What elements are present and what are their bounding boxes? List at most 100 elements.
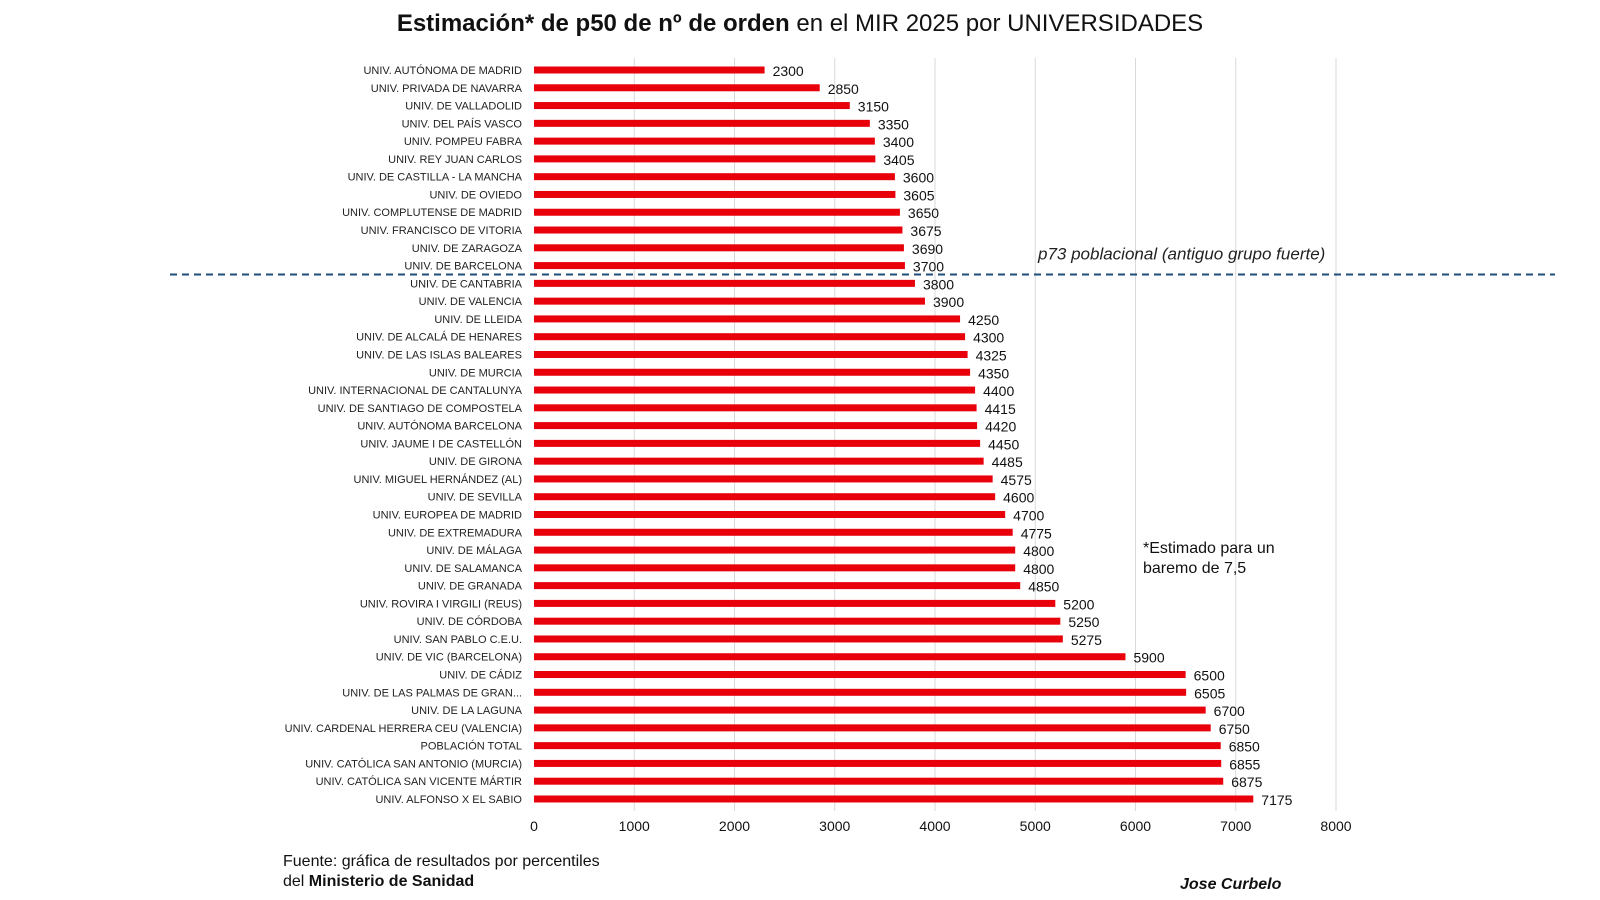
bar	[534, 759, 1222, 767]
category-label: UNIV. DE MURCIA	[429, 367, 523, 379]
category-label: UNIV. DE SALAMANCA	[404, 563, 522, 575]
bar	[534, 368, 971, 376]
bar	[534, 404, 977, 412]
category-label: UNIV. DE LA LAGUNA	[411, 705, 523, 717]
chart-title: Estimación* de p50 de nº de orden en el …	[0, 10, 1600, 38]
value-label: 4450	[988, 436, 1019, 452]
category-label: UNIV. DE GRANADA	[418, 581, 523, 593]
bar	[534, 617, 1061, 625]
category-label: UNIV. DEL PAÍS VASCO	[402, 117, 523, 130]
category-label: UNIV. COMPLUTENSE DE MADRID	[342, 207, 522, 219]
x-tick-label: 6000	[1120, 818, 1151, 834]
bar	[534, 119, 870, 127]
category-label: UNIV. DE ZARAGOZA	[412, 243, 523, 255]
category-label: UNIV. DE CÓRDOBA	[417, 615, 523, 628]
value-label: 3900	[933, 294, 964, 310]
category-label: UNIV. SAN PABLO C.E.U.	[394, 634, 522, 646]
value-label: 4400	[983, 383, 1014, 399]
value-label: 6875	[1231, 774, 1262, 790]
category-label: UNIV. CATÓLICA SAN VICENTE MÁRTIR	[316, 775, 522, 788]
bar	[534, 137, 875, 145]
x-tick-label: 7000	[1220, 818, 1251, 834]
value-label: 3600	[903, 170, 934, 186]
bar	[534, 66, 765, 74]
value-label: 4420	[985, 419, 1016, 435]
value-label: 5200	[1063, 596, 1094, 612]
category-label: UNIV. DE GIRONA	[429, 456, 523, 468]
value-label: 6505	[1194, 685, 1225, 701]
bar	[534, 671, 1186, 679]
value-label: 4300	[973, 330, 1004, 346]
value-label: 4800	[1023, 543, 1054, 559]
source-note: Fuente: gráfica de resultados por percen…	[283, 852, 623, 892]
bar	[534, 457, 984, 465]
value-label: 6850	[1229, 739, 1260, 755]
bar	[534, 262, 905, 270]
bar	[534, 475, 993, 483]
category-label: UNIV. INTERNACIONAL DE CANTALUNYA	[308, 385, 523, 397]
bar	[534, 777, 1224, 785]
x-tick-label: 0	[530, 818, 538, 834]
bar	[534, 84, 820, 92]
estimation-note: *Estimado para un baremo de 7,5	[1143, 540, 1275, 577]
bar	[534, 511, 1006, 518]
x-tick-label: 4000	[919, 818, 950, 834]
chart-title-bold: Estimación* de p50 de nº de orden	[396, 10, 790, 37]
bar	[534, 546, 1016, 554]
category-label: UNIV. ALFONSO X EL SABIO	[375, 794, 522, 806]
bar	[534, 333, 966, 341]
category-label: UNIV. PRIVADA DE NAVARRA	[371, 83, 523, 95]
category-label: UNIV. DE LAS PALMAS DE GRAN...	[342, 687, 522, 699]
category-label: UNIV. DE CANTABRIA	[410, 278, 523, 290]
value-label: 5250	[1068, 614, 1099, 630]
value-label: 4700	[1013, 508, 1044, 524]
source-bold: Ministerio de Sanidad	[308, 873, 475, 890]
category-label: UNIV. REY JUAN CARLOS	[388, 154, 522, 166]
value-label: 4250	[968, 312, 999, 328]
value-label: 3650	[908, 205, 939, 221]
x-tick-label: 3000	[819, 818, 850, 834]
category-label: UNIV. DE VIC (BARCELONA)	[376, 652, 522, 664]
category-label: UNIV. DE MÁLAGA	[426, 544, 522, 557]
category-label: UNIV. DE ALCALÁ DE HENARES	[356, 331, 522, 344]
category-label: UNIV. DE EXTREMADURA	[388, 527, 523, 539]
value-label: 3700	[913, 259, 944, 275]
category-label: UNIV. DE VALLADOLID	[405, 101, 522, 113]
bar	[534, 582, 1021, 590]
value-label: 4800	[1023, 561, 1054, 577]
reference-line-label: p73 poblacional (antiguo grupo fuerte)	[1037, 244, 1325, 263]
value-label: 4350	[978, 365, 1009, 381]
value-label: 3400	[883, 134, 914, 150]
value-label: 3350	[878, 116, 909, 132]
value-label: 3605	[903, 187, 934, 203]
value-label: 5900	[1133, 650, 1164, 666]
bar	[534, 653, 1126, 661]
value-label: 5275	[1071, 632, 1102, 648]
category-label: UNIV. DE CÁDIZ	[439, 669, 522, 682]
value-label: 2300	[773, 63, 804, 79]
x-tick-label: 5000	[1020, 818, 1051, 834]
category-label: UNIV. CATÓLICA SAN ANTONIO (MURCIA)	[305, 757, 522, 770]
value-label: 4415	[985, 401, 1016, 417]
category-label: UNIV. MIGUEL HERNÁNDEZ (AL)	[354, 473, 523, 486]
source-prefix: Fuente: gráfica de resultados por percen…	[283, 853, 600, 890]
bar	[534, 208, 900, 216]
bar	[534, 724, 1211, 732]
x-tick-label: 1000	[619, 818, 650, 834]
category-label: UNIV. DE VALENCIA	[419, 296, 523, 308]
value-label: 3675	[910, 223, 941, 239]
bar	[534, 190, 896, 198]
bar	[534, 422, 978, 430]
bar	[534, 279, 915, 287]
category-label: UNIV. DE CASTILLA - LA MANCHA	[348, 172, 523, 184]
category-label: UNIV. AUTÓNOMA DE MADRID	[363, 64, 522, 77]
bar	[534, 315, 961, 323]
bar	[534, 493, 996, 501]
chart-title-regular: en el MIR 2025 por UNIVERSIDADES	[789, 10, 1204, 37]
category-label: UNIV. DE SANTIAGO DE COMPOSTELA	[318, 403, 523, 415]
bar	[534, 635, 1063, 643]
category-label: UNIV. DE OVIEDO	[429, 189, 522, 201]
bar	[534, 173, 895, 181]
bar	[534, 102, 850, 110]
